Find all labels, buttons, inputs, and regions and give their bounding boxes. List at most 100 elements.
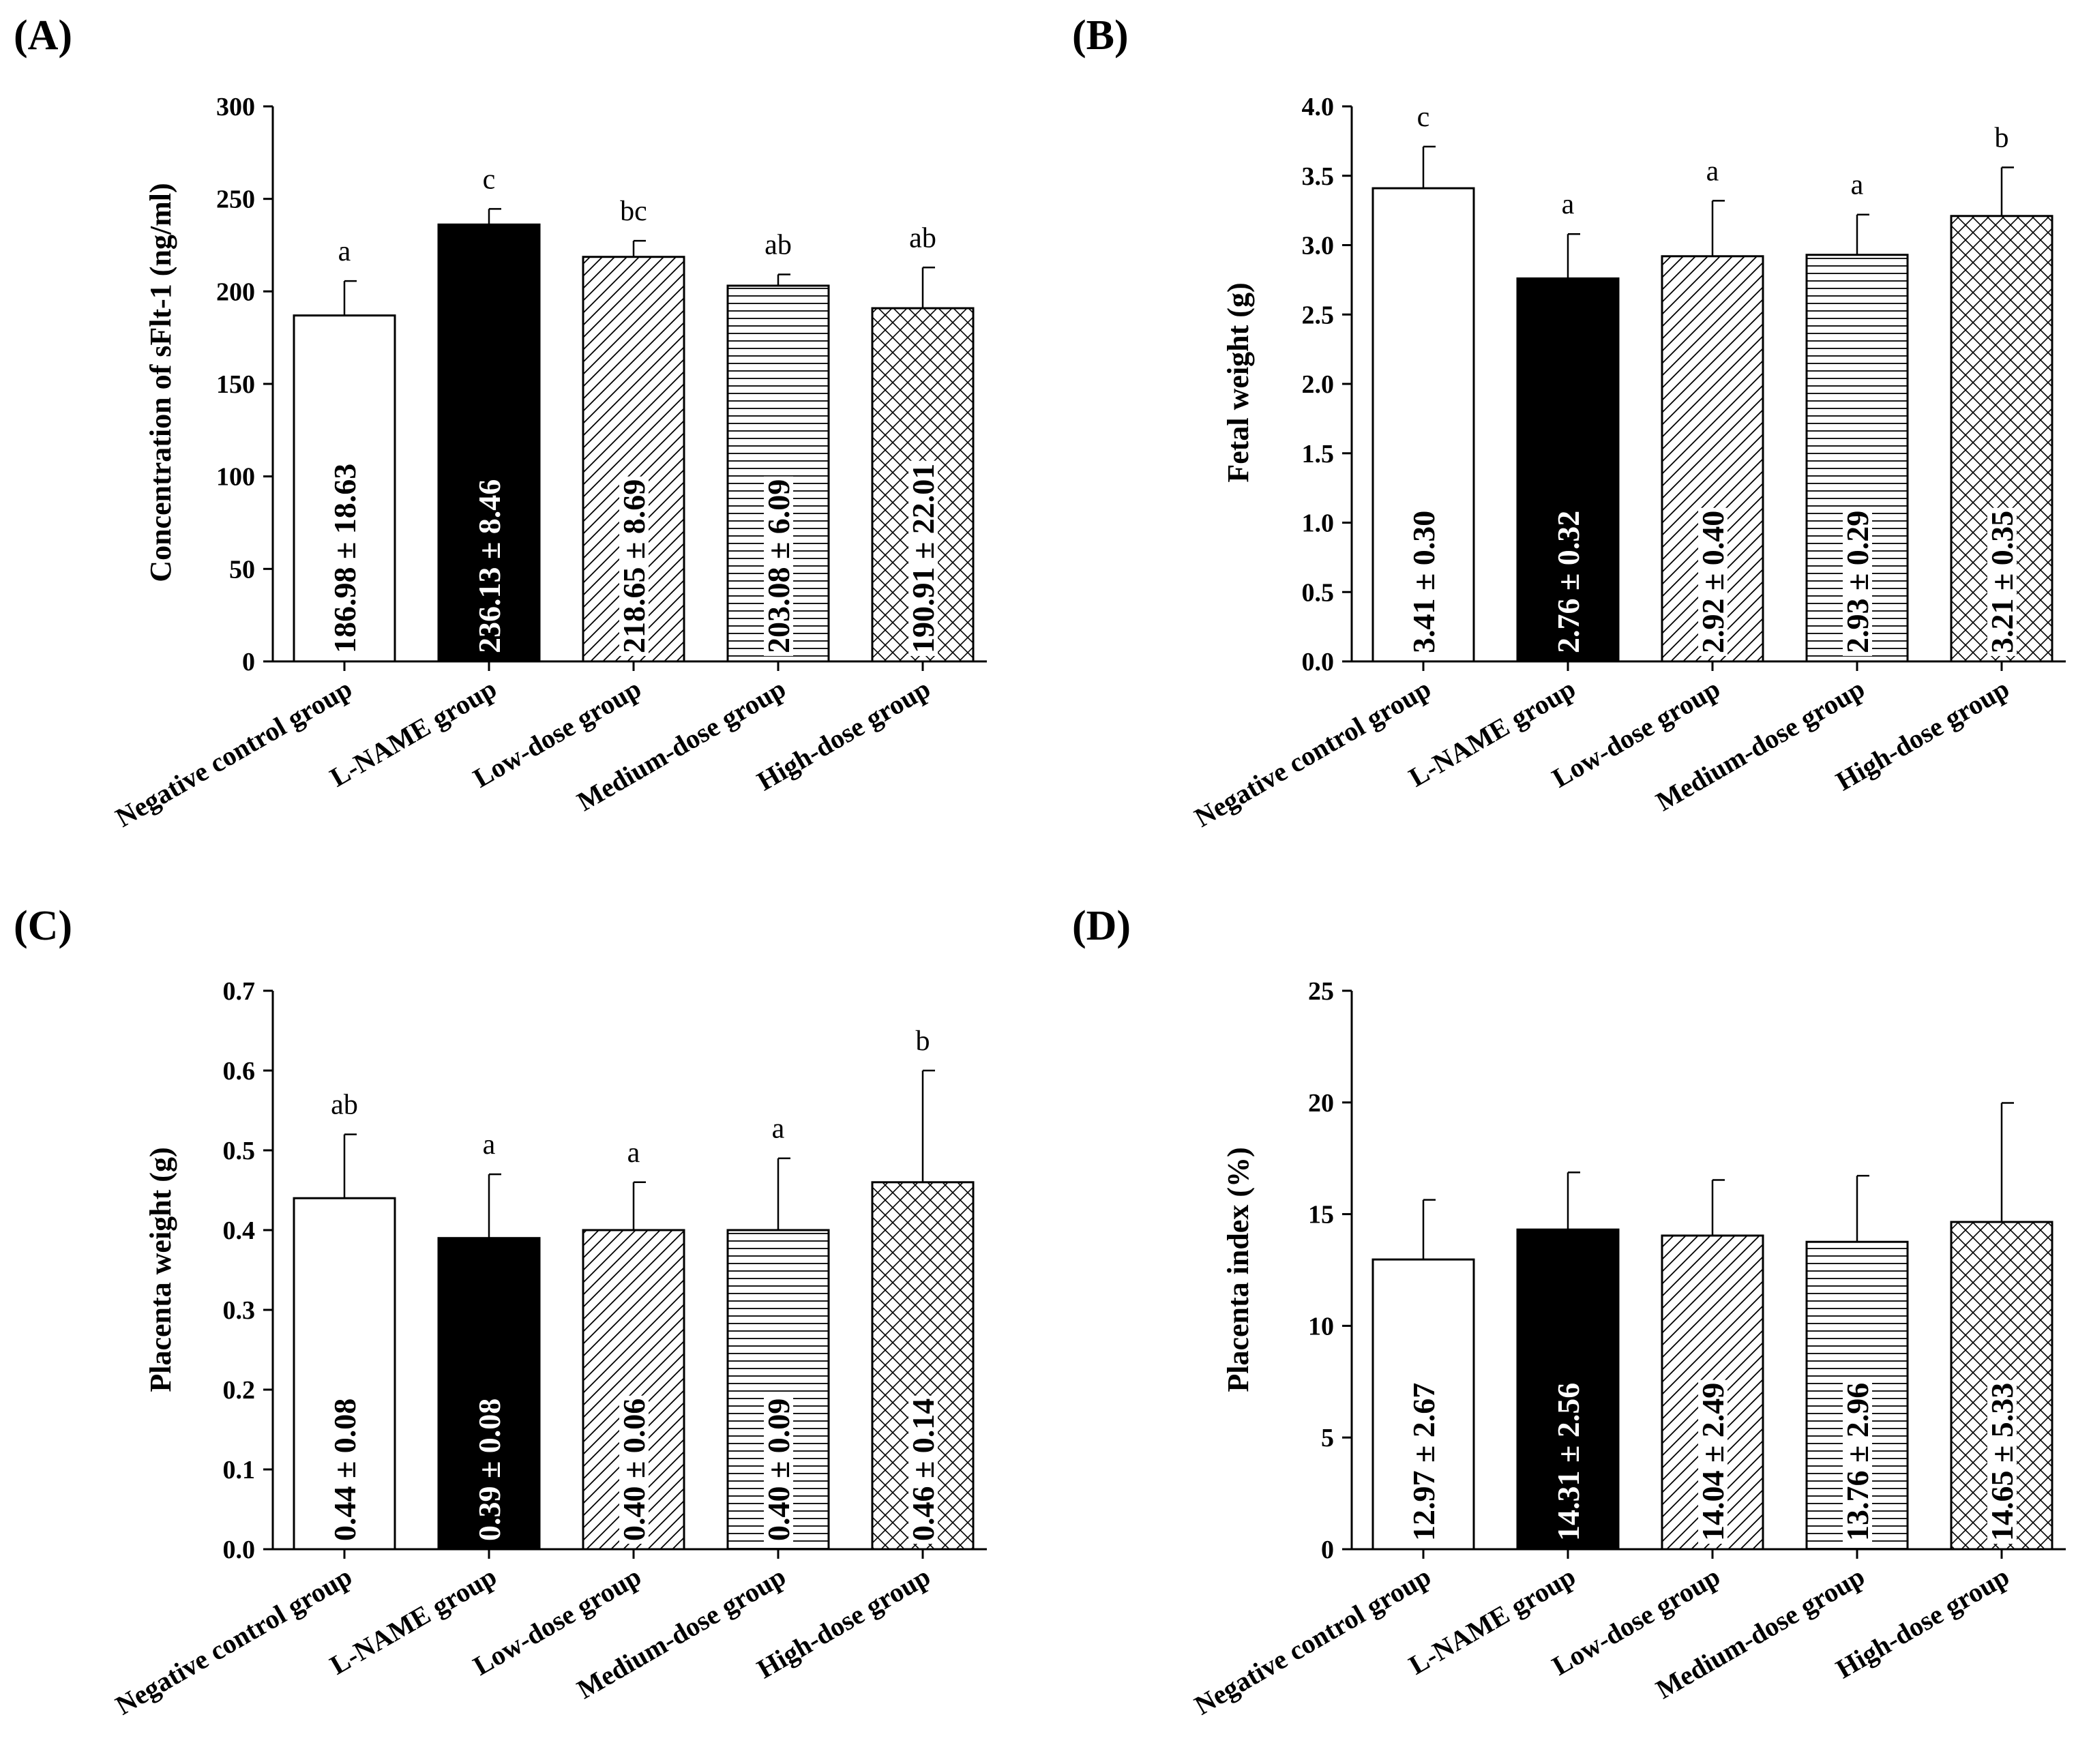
bar: [1371, 1258, 1475, 1551]
significance-letter: a: [483, 1129, 496, 1161]
y-tick-label: 0.1: [223, 1456, 256, 1484]
y-tick-label: 3.0: [1302, 232, 1335, 260]
category-label: Negative control group: [110, 1561, 357, 1721]
y-tick-label: 0.2: [223, 1376, 256, 1405]
panel-letter: (A): [14, 12, 72, 59]
panel-a: (A) Concentration of sFlt-1 (ng/ml) 0 50 1…: [14, 12, 987, 833]
bar-value-label: 2.92 ± 0.40: [1695, 511, 1730, 653]
panel-b: (B) Fetal weight (g) 0.0 0.5 1.0 1.5 2.0 2.5 3…: [1072, 12, 2066, 833]
label-backdrop: [1987, 1379, 2017, 1544]
y-tick-label: 25: [1308, 977, 1334, 1006]
bar: [1371, 187, 1475, 663]
label-backdrop: [1987, 507, 2017, 656]
significance-letter: a: [338, 236, 351, 267]
y-tick-label: 0.6: [223, 1057, 256, 1086]
bar-value-label: 0.40 ± 0.06: [617, 1399, 651, 1541]
label-backdrop: [619, 476, 649, 656]
panel-d: (D) Placenta index (%) 0 5 10 15 20 25 12.97 …: [1072, 903, 2066, 1721]
significance-letter: a: [627, 1137, 640, 1169]
bar-value-label: 14.04 ± 2.49: [1695, 1383, 1730, 1541]
y-tick-label: 5: [1321, 1424, 1334, 1452]
y-tick-label: 0.3: [223, 1296, 256, 1325]
y-tick-label: 1.5: [1302, 440, 1335, 468]
y-axis-title: Concentration of sFlt-1 (ng/ml): [144, 183, 177, 582]
y-tick-label: 150: [216, 370, 255, 399]
y-tick-label: 20: [1308, 1089, 1334, 1118]
bar-value-label: 0.44 ± 0.08: [327, 1399, 362, 1541]
bar-value-label: 0.39 ± 0.08: [472, 1399, 507, 1541]
y-tick-label: 0.5: [223, 1137, 256, 1165]
bar-value-label: 14.65 ± 5.33: [1985, 1383, 2019, 1541]
y-tick-label: 2.5: [1302, 301, 1335, 329]
y-axis-ticks: 0.0 0.5 1.0 1.5 2.0 2.5 3.0 3.5 4.0: [1302, 93, 2066, 676]
category-label: Negative control group: [1189, 673, 1436, 833]
panel-letter: (C): [14, 903, 72, 949]
y-axis-title: Placenta weight (g): [144, 1147, 177, 1392]
significance-letter: a: [1562, 189, 1575, 220]
bar: [1516, 1228, 1620, 1551]
bar-value-label: 218.65 ± 8.69: [617, 479, 651, 653]
label-backdrop: [1843, 507, 1872, 656]
y-tick-label: 0.4: [223, 1216, 256, 1245]
significance-letter: ab: [331, 1090, 358, 1121]
significance-letter: c: [1417, 102, 1430, 133]
y-tick-label: 0: [1321, 1536, 1334, 1564]
panel-letter: (B): [1072, 12, 1129, 59]
bars: 12.97 ± 2.67 Negative control group 14.31 …: [1189, 1102, 2053, 1721]
bar-value-label: 203.08 ± 6.09: [761, 479, 796, 653]
label-backdrop: [908, 1395, 938, 1544]
bar: [437, 1237, 541, 1551]
y-tick-label: 200: [216, 278, 255, 306]
y-tick-label: 3.5: [1302, 162, 1335, 191]
bar-value-label: 190.91 ± 22.01: [906, 464, 940, 653]
bar: [1516, 277, 1620, 663]
significance-letter: b: [916, 1026, 930, 1057]
y-tick-label: 0.5: [1302, 578, 1335, 607]
bar-value-label: 2.76 ± 0.32: [1551, 511, 1586, 653]
label-backdrop: [764, 476, 793, 656]
y-tick-label: 0: [242, 648, 255, 676]
significance-letter: a: [1851, 170, 1864, 201]
significance-letter: c: [483, 164, 496, 195]
y-tick-label: 2.0: [1302, 370, 1335, 399]
y-axis-title: Fetal weight (g): [1221, 282, 1255, 482]
significance-letter: a: [1706, 155, 1719, 187]
y-axis-ticks: 0 5 10 15 20 25: [1308, 977, 2066, 1564]
bars: 186.98 ± 18.63 a Negative control group 236…: [110, 164, 975, 833]
y-tick-label: 10: [1308, 1312, 1334, 1341]
panel-c: (C) Placenta weight (g) 0.00.10.20.30.40…: [14, 903, 987, 1721]
y-tick-label: 4.0: [1302, 93, 1335, 121]
y-tick-label: 0.0: [223, 1536, 256, 1564]
label-backdrop: [764, 1395, 793, 1544]
significance-letter: ab: [909, 222, 936, 254]
bar-value-label: 14.31 ± 2.56: [1551, 1383, 1586, 1541]
y-tick-label: 250: [216, 185, 255, 214]
bar-value-label: 13.76 ± 2.96: [1840, 1383, 1875, 1541]
y-tick-label: 15: [1308, 1201, 1334, 1229]
y-axis-ticks: 0.0 0.1 0.2 0.3 0.4 0.5 0.6 0.7: [223, 977, 987, 1564]
significance-letter: a: [772, 1113, 785, 1145]
bar: [437, 223, 541, 663]
label-backdrop: [908, 460, 938, 656]
bar: [293, 1197, 396, 1551]
y-tick-label: 100: [216, 463, 255, 492]
bar-value-label: 3.21 ± 0.35: [1985, 511, 2019, 653]
y-tick-label: 0.7: [223, 977, 256, 1006]
label-backdrop: [1843, 1379, 1872, 1544]
y-tick-label: 1.0: [1302, 509, 1335, 538]
significance-letter: bc: [620, 196, 647, 227]
bar-value-label: 2.93 ± 0.29: [1840, 511, 1875, 653]
bar-value-label: 186.98 ± 18.63: [327, 464, 362, 653]
y-tick-label: 300: [216, 93, 255, 121]
y-tick-label: 50: [229, 555, 255, 584]
significance-letter: b: [1995, 123, 2009, 154]
bar: [293, 314, 396, 663]
label-backdrop: [1698, 507, 1727, 656]
category-label: Negative control group: [110, 673, 357, 833]
significance-letter: ab: [765, 229, 792, 260]
panel-letter: (D): [1072, 903, 1131, 949]
y-axis-title: Placenta index (%): [1221, 1147, 1255, 1392]
